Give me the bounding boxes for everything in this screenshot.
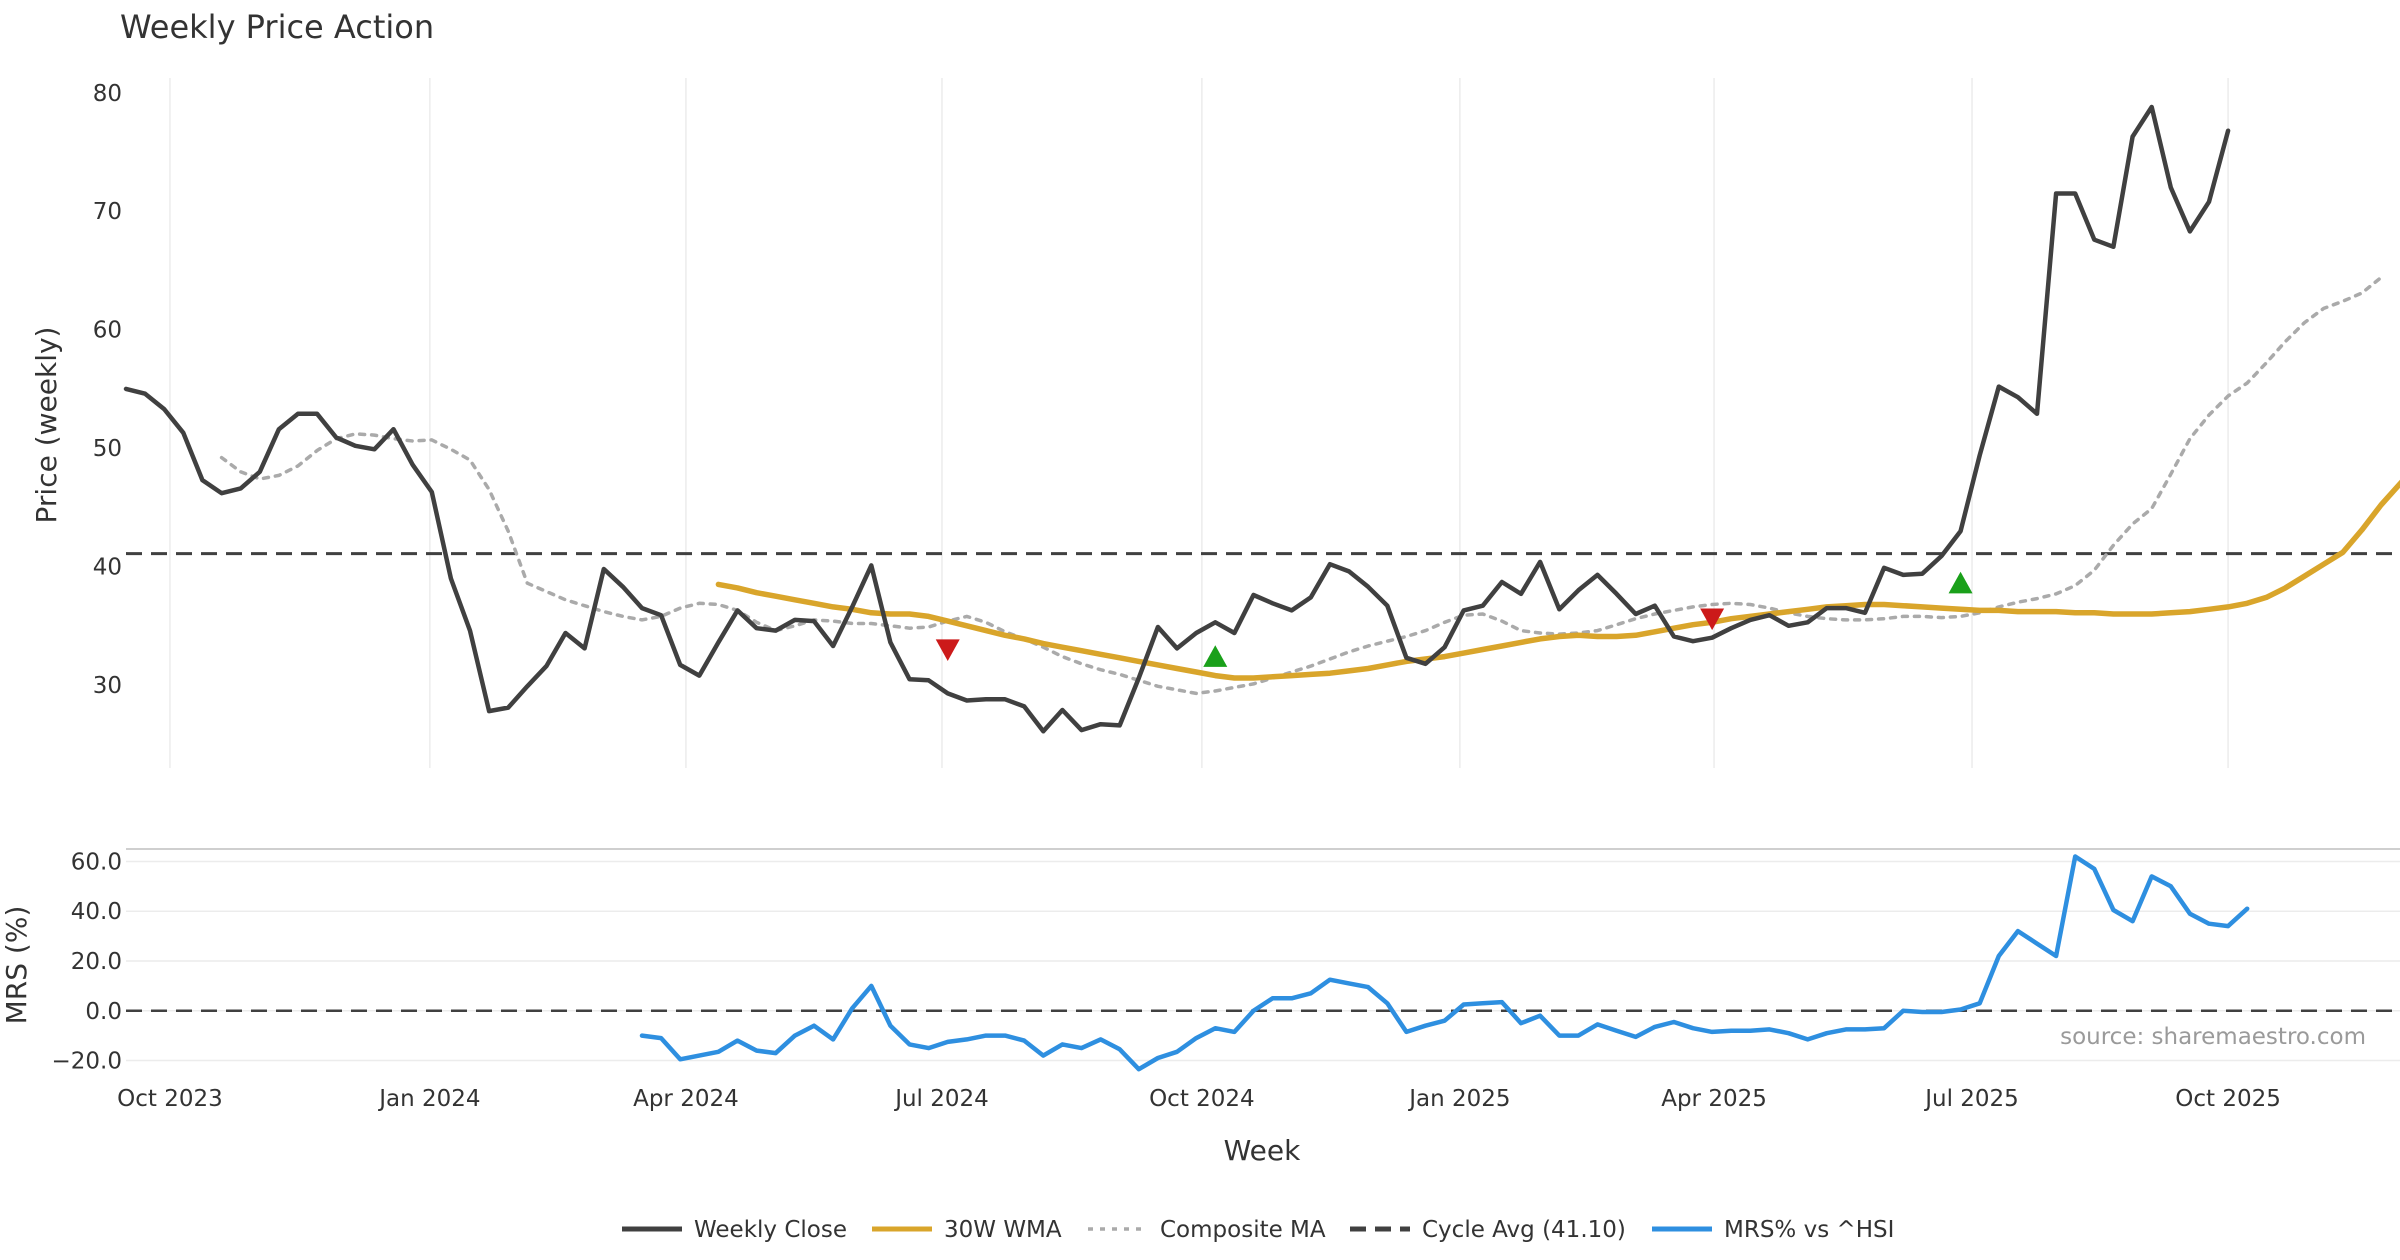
legend: Weekly Close 30W WMA Composite MA Cycle Avg… [622, 1217, 1894, 1243]
x-tick-label: Oct 2023 [117, 1086, 223, 1112]
mrs-y-tick-label: 20.0 [71, 949, 122, 975]
x-tick-label: Apr 2024 [633, 1086, 739, 1112]
x-tick-label: Oct 2024 [1149, 1086, 1255, 1112]
composite-ma-line [219, 275, 2383, 696]
mrs-grid [126, 860, 2400, 1062]
weekly-close-line [123, 104, 2231, 734]
source-label: source: sharemaestro.com [2060, 1024, 2366, 1050]
mrs-line [639, 854, 2250, 1072]
mrs-y-tick-label: 40.0 [71, 899, 122, 925]
legend-label: MRS% vs ^HSI [1724, 1217, 1894, 1243]
x-tick-label: Jul 2025 [1923, 1086, 2019, 1112]
sell-signal-marker [935, 639, 960, 661]
mrs-y-tick-label: 0.0 [85, 999, 122, 1025]
x-ticks: Oct 2023 Jan 2024 Apr 2024 Jul 2024 Oct 2024… [117, 1086, 2281, 1112]
x-tick-label: Jul 2024 [893, 1086, 989, 1112]
price-series [123, 104, 2400, 734]
mrs-y-tick-label: −20.0 [52, 1049, 122, 1075]
legend-label: Composite MA [1160, 1217, 1326, 1243]
x-tick-label: Jan 2025 [1407, 1086, 1510, 1112]
chart-title: Weekly Price Action [120, 8, 434, 46]
sell-signal-marker [1700, 608, 1725, 631]
legend-label: Cycle Avg (41.10) [1422, 1217, 1626, 1243]
legend-label: 30W WMA [944, 1217, 1062, 1243]
x-axis-title: Week [1224, 1134, 1301, 1167]
price-y-ticks: 30 40 50 60 70 80 [93, 81, 122, 699]
x-tick-label: Jan 2024 [377, 1086, 480, 1112]
price-y-tick-label: 80 [93, 81, 122, 107]
price-grid [169, 78, 2229, 768]
price-y-tick-label: 70 [93, 199, 122, 225]
legend-label: Weekly Close [694, 1217, 847, 1243]
price-y-tick-label: 40 [93, 555, 122, 581]
buy-signal-marker [1948, 571, 1973, 594]
mrs-series [126, 854, 2400, 1072]
signal-markers [935, 571, 1973, 667]
x-tick-label: Apr 2025 [1661, 1086, 1767, 1112]
price-y-tick-label: 60 [93, 318, 122, 344]
price-y-tick-label: 50 [93, 436, 122, 462]
price-y-axis-title: Price (weekly) [30, 327, 63, 524]
mrs-y-tick-label: 60.0 [71, 849, 122, 875]
x-tick-label: Oct 2025 [2175, 1086, 2281, 1112]
price-y-tick-label: 30 [93, 673, 122, 699]
mrs-y-ticks: 60.0 40.0 20.0 0.0 −20.0 [52, 849, 122, 1074]
wma-30w-line [715, 479, 2400, 681]
mrs-y-axis-title: MRS (%) [0, 906, 33, 1025]
buy-signal-marker [1203, 645, 1228, 667]
